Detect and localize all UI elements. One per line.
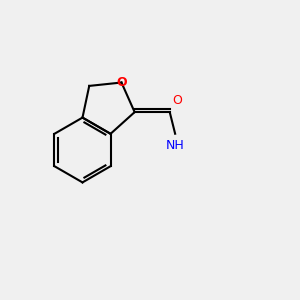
Text: O: O (116, 76, 127, 89)
Text: NH: NH (166, 139, 184, 152)
Text: O: O (172, 94, 182, 107)
